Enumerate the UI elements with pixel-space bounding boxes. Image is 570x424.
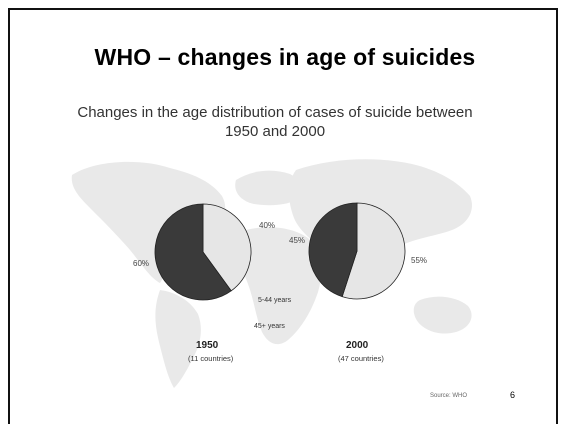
- pie-1950-label-0: 40%: [259, 221, 275, 230]
- pie-1950-label-1: 60%: [133, 259, 149, 268]
- slide-title: WHO – changes in age of suicides: [94, 44, 476, 70]
- pies-layer: 40% 60% 1950 (11 countries) 55% 45% 2000 (47 co…: [133, 202, 427, 363]
- pie-1950-slice-5-44-years: [202, 203, 252, 292]
- slide-number: 6: [510, 390, 516, 400]
- slide-frame: [8, 8, 558, 424]
- pie-1950-subtitle: (11 countries): [188, 354, 234, 363]
- source-note: Source: WHO: [430, 393, 468, 399]
- legend-item-1: 45+ years: [254, 323, 285, 330]
- pie-2000-slice-5-44-years: [341, 202, 406, 300]
- pie-1950-slice-45-years: [154, 203, 232, 301]
- chart-title: Changes in the age distribution of cases…: [77, 104, 473, 140]
- pie-2000-label-0: 55%: [411, 256, 427, 265]
- legend-item-0: 5-44 years: [258, 297, 292, 304]
- pie-2000-label-1: 45%: [289, 236, 305, 245]
- world-map-background: [71, 159, 472, 388]
- pie-2000-slice-45-years: [308, 202, 358, 298]
- pie-2000-year: 2000: [346, 340, 369, 351]
- pie-1950-year: 1950: [196, 340, 219, 351]
- pie-2000-subtitle: (47 countries): [338, 354, 384, 363]
